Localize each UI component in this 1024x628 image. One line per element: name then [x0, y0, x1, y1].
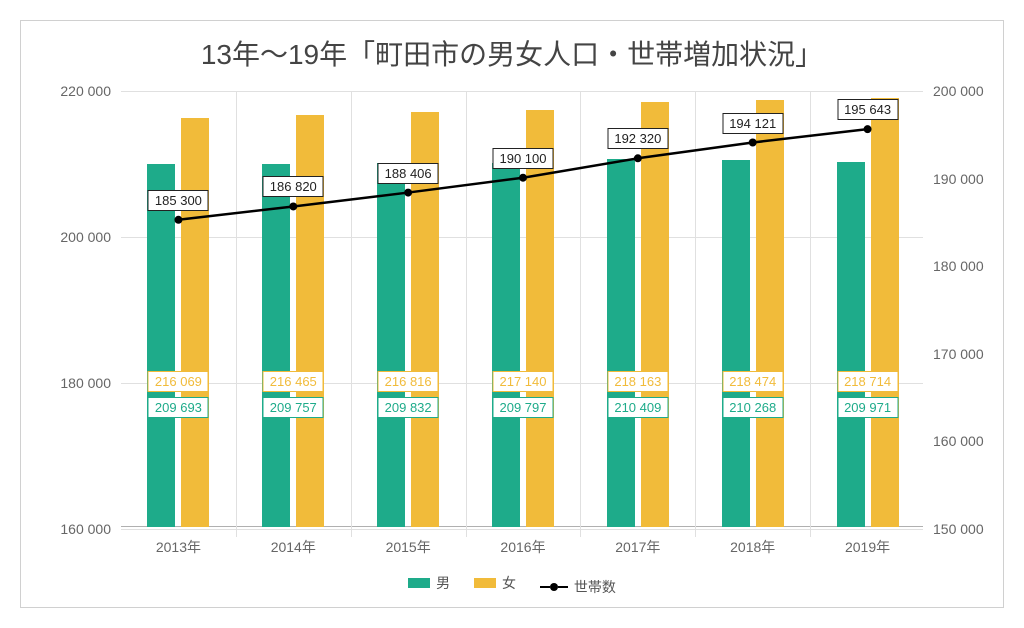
chart-container: 13年～19年「町田市の男女人口・世帯増加状況」 160 000180 0002… [20, 20, 1004, 608]
y-tick-right: 180 000 [933, 258, 993, 274]
x-tick: 2015年 [386, 537, 431, 557]
legend-label-female: 女 [502, 573, 516, 593]
legend-label-households: 世帯数 [574, 577, 616, 597]
x-tick: 2016年 [500, 537, 545, 557]
x-tick: 2019年 [845, 537, 890, 557]
y-tick-right: 200 000 [933, 83, 993, 99]
x-tick: 2014年 [271, 537, 316, 557]
y-tick-left: 200 000 [41, 229, 111, 245]
x-tick: 2013年 [156, 537, 201, 557]
plot-area: 160 000180 000200 000220 000150 000160 0… [121, 91, 923, 527]
line-series [121, 91, 923, 527]
legend-label-male: 男 [436, 573, 450, 593]
y-tick-left: 160 000 [41, 521, 111, 537]
legend-swatch-male [408, 578, 430, 588]
legend-item-female: 女 [474, 573, 516, 593]
x-tick: 2017年 [615, 537, 660, 557]
legend-line-icon [540, 583, 568, 591]
y-tick-left: 180 000 [41, 375, 111, 391]
legend-swatch-female [474, 578, 496, 588]
legend: 男 女 世帯数 [21, 573, 1003, 597]
chart-title: 13年～19年「町田市の男女人口・世帯増加状況」 [21, 21, 1003, 73]
legend-item-male: 男 [408, 573, 450, 593]
y-tick-right: 150 000 [933, 521, 993, 537]
grid-line [121, 529, 923, 530]
y-tick-left: 220 000 [41, 83, 111, 99]
legend-item-households: 世帯数 [540, 577, 616, 597]
y-tick-right: 160 000 [933, 433, 993, 449]
x-tick: 2018年 [730, 537, 775, 557]
y-tick-right: 190 000 [933, 171, 993, 187]
y-tick-right: 170 000 [933, 346, 993, 362]
